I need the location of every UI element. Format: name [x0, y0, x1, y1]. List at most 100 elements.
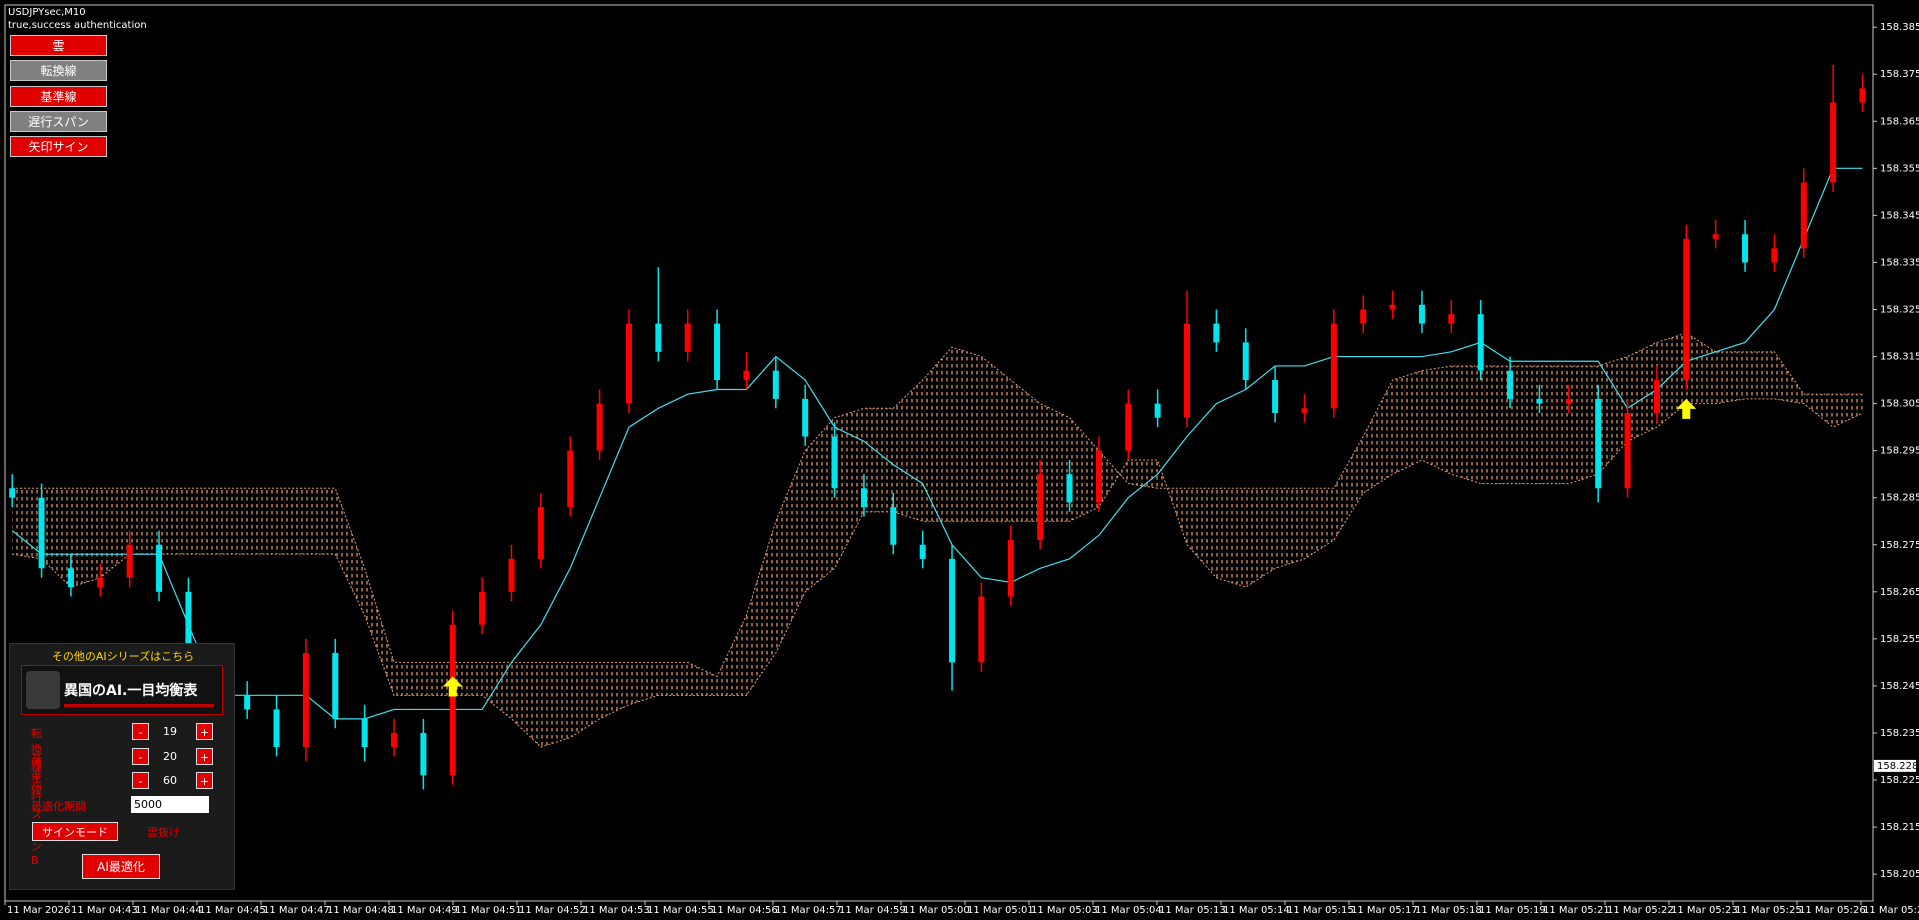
- candle-body: [655, 323, 662, 352]
- candle-body: [479, 591, 486, 625]
- candle-body: [1771, 248, 1778, 263]
- candle-body: [1242, 342, 1249, 381]
- y-tick-label: 158.355: [1880, 163, 1919, 174]
- candle-body: [596, 403, 603, 451]
- arrow-signal: [1676, 398, 1697, 419]
- candle-body: [1330, 323, 1337, 409]
- candle-body: [1301, 408, 1308, 414]
- minus-button[interactable]: -: [132, 772, 149, 789]
- x-tick-label: 11 Mar 05:13: [1159, 905, 1226, 916]
- candle-body: [1360, 309, 1367, 324]
- candle-body: [714, 323, 721, 381]
- x-tick-label: 11 Mar 2026: [7, 905, 70, 916]
- banner[interactable]: 異国のAI.一目均衡表: [21, 665, 223, 715]
- x-tick-label: 11 Mar 05:01: [967, 905, 1034, 916]
- span-b: [12, 398, 1863, 748]
- candle-body: [1507, 370, 1514, 399]
- x-tick-label: 11 Mar 04:45: [199, 905, 266, 916]
- banner-stripe: [64, 704, 214, 707]
- candle-body: [1213, 323, 1220, 343]
- candle-body: [1125, 403, 1132, 451]
- candle-body: [67, 568, 74, 588]
- candle-body: [391, 732, 398, 748]
- candle-body: [949, 558, 956, 663]
- candle-body: [1565, 398, 1572, 404]
- x-tick-label: 11 Mar 05:04: [1095, 905, 1162, 916]
- toggle-button[interactable]: 転換線: [10, 60, 107, 82]
- x-tick-label: 11 Mar 05:00: [903, 905, 970, 916]
- y-tick-label: 158.285: [1880, 493, 1919, 504]
- param-label: 転換線: [31, 727, 42, 772]
- candle-body: [772, 370, 779, 399]
- candle-body: [1859, 88, 1866, 103]
- x-tick-label: 11 Mar 05:22: [1607, 905, 1674, 916]
- x-tick-label: 11 Mar 05:26: [1799, 905, 1866, 916]
- period-input[interactable]: 5000: [131, 796, 209, 813]
- plus-button[interactable]: +: [196, 747, 213, 765]
- panel-title[interactable]: その他のAIシリーズはこちら: [51, 650, 195, 663]
- x-tick-label: 11 Mar 04:57: [775, 905, 842, 916]
- candle-body: [1272, 380, 1279, 414]
- y-tick-label: 158.365: [1880, 116, 1919, 127]
- plot-area: [9, 64, 1866, 790]
- toggle-button[interactable]: 遅行スパン: [10, 110, 107, 132]
- y-tick-label: 158.245: [1880, 681, 1919, 692]
- candle-body: [743, 370, 750, 381]
- minus-button[interactable]: -: [132, 723, 149, 740]
- y-tick-label: 158.275: [1880, 540, 1919, 551]
- y-tick-label: 158.305: [1880, 399, 1919, 410]
- candle-body: [1184, 323, 1190, 418]
- toggle-button[interactable]: 雲: [10, 35, 107, 56]
- cloud: [12, 333, 1863, 748]
- x-tick-label: 11 Mar 04:53: [583, 905, 650, 916]
- candle-body: [625, 323, 632, 404]
- current-price-box: [1874, 759, 1916, 772]
- candle-body: [97, 577, 104, 588]
- candle-body: [1536, 398, 1543, 404]
- toggle-button[interactable]: 矢印サイン: [10, 136, 107, 158]
- y-tick-label: 158.295: [1880, 446, 1919, 457]
- candle-body: [1595, 398, 1602, 489]
- param-value: 60: [163, 774, 177, 787]
- x-tick-label: 11 Mar 05:14: [1223, 905, 1290, 916]
- x-tick-label: 11 Mar 05:19: [1479, 905, 1546, 916]
- candle-body: [9, 488, 16, 498]
- candle-body: [1007, 540, 1014, 597]
- sign-mode-button[interactable]: サインモード: [32, 822, 118, 841]
- candle-body: [185, 591, 192, 663]
- optimize-button[interactable]: AI最適化: [82, 854, 160, 879]
- candle-body: [919, 544, 926, 559]
- toggle-button[interactable]: 基準線: [10, 85, 107, 107]
- y-tick-label: 158.325: [1880, 304, 1919, 315]
- x-tick-label: 11 Mar 05:18: [1415, 905, 1482, 916]
- y-tick-label: 158.225: [1880, 775, 1919, 786]
- param-value: 20: [163, 749, 177, 763]
- y-tick-label: 158.205: [1880, 869, 1919, 880]
- plus-button[interactable]: +: [196, 772, 213, 789]
- candle-body: [537, 507, 544, 559]
- candle-body: [273, 709, 280, 748]
- candle-body: [420, 732, 427, 776]
- period-label: 最適化期間: [31, 800, 86, 813]
- candle-body: [1477, 314, 1484, 371]
- candle-body: [1800, 182, 1807, 249]
- tenkan-line: [11, 167, 1863, 720]
- y-tick-label: 158.235: [1880, 728, 1919, 739]
- plus-button[interactable]: +: [196, 723, 213, 740]
- span-a: [12, 332, 1863, 678]
- candle-body: [126, 544, 133, 578]
- banner-text: 異国のAI.一目均衡表: [64, 683, 198, 699]
- candle-body: [1712, 234, 1719, 239]
- candle-body: [1066, 474, 1073, 503]
- x-tick-label: 11 Mar 05:17: [1351, 905, 1418, 916]
- candle-body: [978, 596, 985, 663]
- candle-body: [831, 436, 838, 489]
- candle-body: [1830, 102, 1837, 183]
- minus-button[interactable]: -: [132, 747, 149, 765]
- sign-option: 雲抜け: [147, 826, 180, 839]
- candle-body: [890, 507, 897, 545]
- candle-body: [1418, 304, 1425, 324]
- x-tick-label: 11 Mar 04:44: [135, 905, 202, 916]
